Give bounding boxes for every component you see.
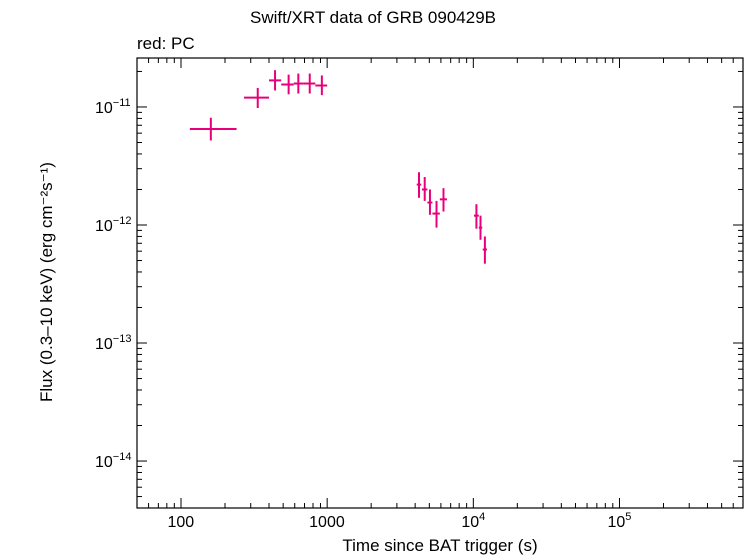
x-tick-label: 1000 [309,514,345,531]
x-tick-label: 100 [167,514,195,531]
chart-subtitle: red: PC [137,34,195,53]
plot-frame [136,57,744,509]
chart-title: Swift/XRT data of GRB 090429B [249,8,496,27]
x-axis-label: Time since BAT trigger (s) [342,536,538,555]
y-tick-label: 10−11 [95,96,131,117]
y-tick-label: 10−13 [95,333,132,353]
y-tick-label: 10−14 [95,451,132,472]
y-tick-label: 10−12 [95,214,132,235]
x-tick-label: 105 [607,511,632,531]
x-tick-label: 104 [461,511,486,531]
